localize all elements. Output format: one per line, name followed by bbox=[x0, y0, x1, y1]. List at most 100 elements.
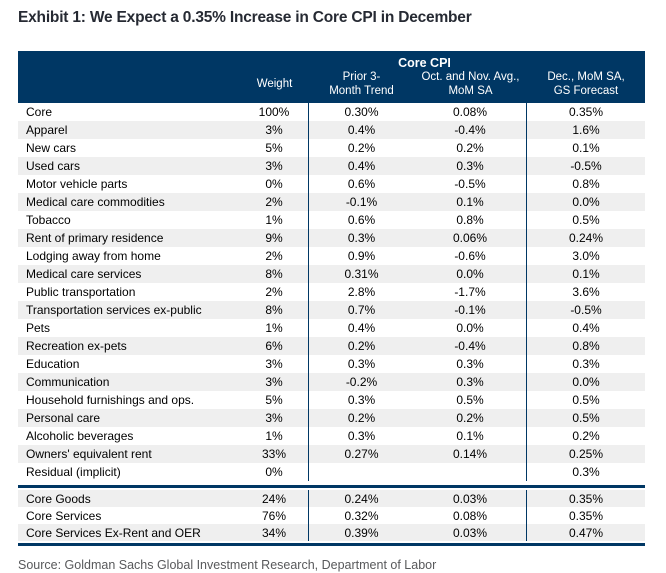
table-row: Rent of primary residence 9% 0.3% 0.06% 0.24… bbox=[18, 229, 645, 247]
row-label: Medical care services bbox=[26, 267, 142, 281]
cell-value: 8% bbox=[240, 265, 309, 283]
cell-value: 0.35% bbox=[568, 491, 604, 506]
cell-value: 0.7% bbox=[347, 303, 376, 317]
cell-value: 0.9% bbox=[347, 249, 376, 263]
cell-value: 0.2% bbox=[414, 409, 527, 427]
cell-value: 0.24% bbox=[344, 491, 379, 506]
cell-value: -0.1% bbox=[414, 301, 527, 319]
cell-value: 2% bbox=[240, 193, 309, 211]
row-label: Lodging away from home bbox=[26, 249, 161, 263]
cell-value: 0.3% bbox=[414, 157, 527, 175]
cell-value bbox=[309, 463, 414, 481]
cell-value: 0.2% bbox=[414, 139, 527, 157]
cell-value: 0.4% bbox=[572, 321, 600, 335]
cell-value: 0.5% bbox=[572, 213, 600, 227]
cell-value: 0% bbox=[240, 175, 309, 193]
row-label: Pets bbox=[26, 321, 51, 335]
row-label: Residual (implicit) bbox=[26, 465, 121, 479]
cell-value: 0.4% bbox=[347, 159, 376, 173]
cell-value: 1.6% bbox=[572, 123, 600, 137]
row-label: Alcoholic beverages bbox=[26, 429, 134, 443]
column-header-oct-nov-avg: Oct. and Nov. Avg., MoM SA bbox=[421, 71, 520, 97]
cell-value: 33% bbox=[240, 445, 309, 463]
cell-value: 0.39% bbox=[344, 525, 379, 540]
cell-value: 0.3% bbox=[414, 373, 527, 391]
cell-value: 0.08% bbox=[414, 103, 527, 121]
cell-value: 3% bbox=[240, 355, 309, 373]
table-row: Communication 3% -0.2% 0.3% 0.0% bbox=[18, 373, 645, 391]
summary-top-rule bbox=[18, 485, 645, 488]
cell-value: 3% bbox=[240, 409, 309, 427]
table-body: Core 100% 0.30% 0.08% 0.35% Apparel 3% 0.4% -0.4… bbox=[18, 103, 645, 481]
cell-value: 0.6% bbox=[347, 213, 376, 227]
row-label: Apparel bbox=[26, 123, 68, 137]
cell-value: 3% bbox=[240, 121, 309, 139]
row-label: Household furnishings and ops. bbox=[26, 393, 195, 407]
cell-value: 0.25% bbox=[568, 447, 604, 461]
table-header: Core CPI Weight Prior 3- Month Trend Oct… bbox=[18, 51, 645, 103]
table-row: Owners' equivalent rent 33% 0.27% 0.14% 0.25… bbox=[18, 445, 645, 463]
cell-value: 76% bbox=[240, 507, 309, 524]
cell-value: 24% bbox=[240, 490, 309, 507]
cell-value: 3% bbox=[240, 157, 309, 175]
cell-value: -0.5% bbox=[414, 175, 527, 193]
cell-value: -0.5% bbox=[570, 303, 602, 317]
column-header-prior-3-month-trend: Prior 3- Month Trend bbox=[329, 71, 394, 97]
cell-value: 5% bbox=[240, 391, 309, 409]
column-header-dec-gs-forecast: Dec., MoM SA, GS Forecast bbox=[547, 71, 625, 97]
table-row: Used cars 3% 0.4% 0.3% -0.5% bbox=[18, 157, 645, 175]
table-row: Household furnishings and ops. 5% 0.3% 0.5%… bbox=[18, 391, 645, 409]
cell-value: -1.7% bbox=[414, 283, 527, 301]
cell-value: 0.14% bbox=[414, 445, 527, 463]
cell-value: 0.5% bbox=[414, 391, 527, 409]
cell-value: 0.30% bbox=[344, 105, 379, 119]
cell-value: -0.4% bbox=[414, 337, 527, 355]
row-label: Rent of primary residence bbox=[26, 231, 164, 245]
cell-value: -0.1% bbox=[345, 195, 378, 209]
table-row: Core Services Ex-Rent and OER 34% 0.39% 0.0… bbox=[18, 524, 645, 541]
cell-value: 0.03% bbox=[414, 524, 527, 541]
cell-value: -0.4% bbox=[414, 121, 527, 139]
cell-value: 0.2% bbox=[347, 411, 376, 425]
cell-value: -0.6% bbox=[414, 247, 527, 265]
cell-value: 100% bbox=[240, 103, 309, 121]
table-row: Apparel 3% 0.4% -0.4% 1.6% bbox=[18, 121, 645, 139]
cell-value: 0.47% bbox=[568, 525, 604, 540]
row-label: Tobacco bbox=[26, 213, 71, 227]
cell-value: 0.3% bbox=[347, 231, 376, 245]
table-row: Motor vehicle parts 0% 0.6% -0.5% 0.8% bbox=[18, 175, 645, 193]
row-label: Communication bbox=[26, 375, 110, 389]
table-row: Pets 1% 0.4% 0.0% 0.4% bbox=[18, 319, 645, 337]
cell-value: 0.3% bbox=[347, 393, 376, 407]
table-row: Personal care 3% 0.2% 0.2% 0.5% bbox=[18, 409, 645, 427]
cell-value: 0.2% bbox=[347, 339, 376, 353]
table-row: New cars 5% 0.2% 0.2% 0.1% bbox=[18, 139, 645, 157]
cell-value: 0.0% bbox=[572, 375, 600, 389]
cell-value: 1% bbox=[240, 211, 309, 229]
table-row: Medical care services 8% 0.31% 0.0% 0.1% bbox=[18, 265, 645, 283]
cell-value: 9% bbox=[240, 229, 309, 247]
cell-value: 5% bbox=[240, 139, 309, 157]
cell-value: 0.8% bbox=[414, 211, 527, 229]
table-row: Lodging away from home 2% 0.9% -0.6% 3.0% bbox=[18, 247, 645, 265]
cell-value: 3.0% bbox=[572, 249, 600, 263]
cell-value: 0.8% bbox=[572, 177, 600, 191]
cell-value: 0.06% bbox=[414, 229, 527, 247]
cell-value: 0.5% bbox=[572, 393, 600, 407]
cell-value: 0.35% bbox=[568, 508, 604, 523]
cell-value: 34% bbox=[240, 524, 309, 541]
cell-value: 0.1% bbox=[414, 427, 527, 445]
table-row: Transportation services ex-public 8% 0.7% -… bbox=[18, 301, 645, 319]
cell-value bbox=[414, 463, 527, 481]
row-label: Motor vehicle parts bbox=[26, 177, 128, 191]
row-label: Public transportation bbox=[26, 285, 136, 299]
row-label: Transportation services ex-public bbox=[26, 303, 202, 317]
row-label: Medical care commodities bbox=[26, 195, 165, 209]
row-label: Education bbox=[26, 357, 80, 371]
cell-value: 0.1% bbox=[414, 193, 527, 211]
table-row: Alcoholic beverages 1% 0.3% 0.1% 0.2% bbox=[18, 427, 645, 445]
cell-value: 0.0% bbox=[572, 195, 600, 209]
cell-value: 2.8% bbox=[347, 285, 376, 299]
cell-value: 3.6% bbox=[572, 285, 600, 299]
row-label: Core bbox=[26, 105, 53, 119]
